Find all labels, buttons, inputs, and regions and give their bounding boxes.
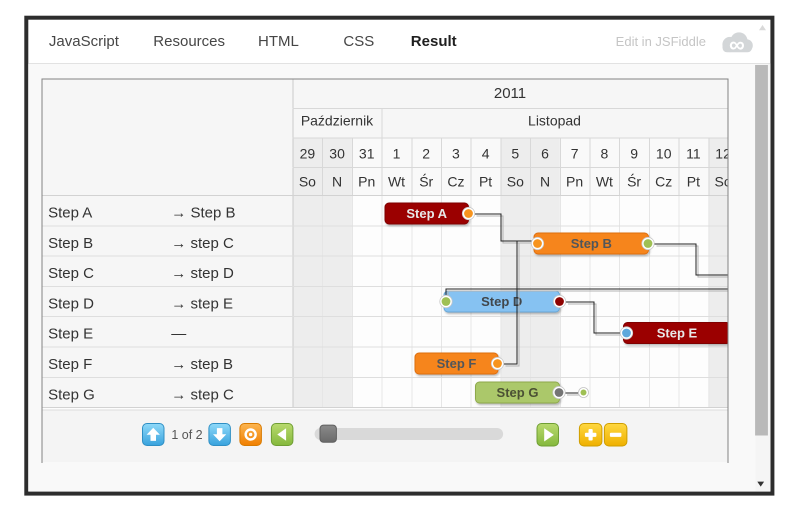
svg-text:So: So bbox=[299, 174, 316, 190]
svg-text:Step B: Step B bbox=[571, 236, 612, 251]
svg-text:11: 11 bbox=[686, 146, 701, 162]
svg-text:→ Step B: → Step B bbox=[171, 205, 235, 222]
svg-text:→ step C: → step C bbox=[171, 386, 234, 403]
svg-text:Pt: Pt bbox=[479, 174, 492, 190]
svg-text:9: 9 bbox=[630, 146, 638, 162]
svg-text:12: 12 bbox=[715, 146, 731, 162]
svg-text:Result: Result bbox=[411, 33, 457, 50]
svg-text:JavaScript: JavaScript bbox=[49, 33, 120, 50]
svg-text:1 of 2: 1 of 2 bbox=[171, 428, 202, 442]
svg-text:8: 8 bbox=[601, 146, 609, 162]
svg-text:1: 1 bbox=[393, 146, 401, 162]
svg-text:2: 2 bbox=[422, 146, 430, 162]
svg-text:Październik: Październik bbox=[301, 112, 374, 128]
svg-text:Step A: Step A bbox=[48, 205, 92, 222]
svg-text:Listopad: Listopad bbox=[528, 112, 581, 128]
svg-text:HTML: HTML bbox=[258, 33, 299, 50]
svg-text:—: — bbox=[171, 326, 186, 343]
svg-text:N: N bbox=[540, 174, 550, 190]
svg-text:Wt: Wt bbox=[388, 174, 405, 190]
svg-text:Step C: Step C bbox=[48, 265, 94, 282]
svg-text:Śr: Śr bbox=[627, 173, 641, 190]
svg-text:Step D: Step D bbox=[481, 294, 522, 309]
svg-text:7: 7 bbox=[571, 146, 579, 162]
svg-text:31: 31 bbox=[359, 146, 375, 162]
svg-text:Step F: Step F bbox=[48, 356, 92, 373]
svg-text:3: 3 bbox=[452, 146, 460, 162]
svg-text:30: 30 bbox=[329, 146, 345, 162]
svg-text:→ step E: → step E bbox=[171, 295, 233, 312]
svg-text:→ step D: → step D bbox=[171, 265, 234, 282]
svg-text:Step D: Step D bbox=[48, 295, 94, 312]
svg-text:Pt: Pt bbox=[687, 174, 700, 190]
svg-text:Step E: Step E bbox=[657, 326, 698, 341]
svg-text:2011: 2011 bbox=[494, 85, 526, 102]
svg-text:Step G: Step G bbox=[497, 385, 539, 400]
svg-text:Step E: Step E bbox=[48, 326, 93, 343]
svg-text:Step B: Step B bbox=[48, 235, 93, 252]
svg-text:Pn: Pn bbox=[358, 174, 375, 190]
svg-text:10: 10 bbox=[656, 146, 672, 162]
svg-text:29: 29 bbox=[300, 146, 316, 162]
svg-text:Step F: Step F bbox=[437, 356, 477, 371]
svg-text:5: 5 bbox=[511, 146, 519, 162]
svg-text:→ step C: → step C bbox=[171, 235, 234, 252]
svg-text:N: N bbox=[332, 174, 342, 190]
svg-text:Cz: Cz bbox=[447, 174, 464, 190]
svg-text:Pn: Pn bbox=[566, 174, 583, 190]
svg-text:Wt: Wt bbox=[596, 174, 613, 190]
svg-text:6: 6 bbox=[541, 146, 549, 162]
svg-text:4: 4 bbox=[482, 146, 490, 162]
svg-text:Resources: Resources bbox=[153, 33, 225, 50]
svg-text:Cz: Cz bbox=[655, 174, 672, 190]
svg-text:Step A: Step A bbox=[406, 206, 447, 221]
svg-text:Śr: Śr bbox=[419, 173, 433, 190]
svg-text:So: So bbox=[507, 174, 524, 190]
svg-text:→ step B: → step B bbox=[171, 356, 233, 373]
svg-text:So: So bbox=[715, 174, 732, 190]
svg-text:∞: ∞ bbox=[729, 32, 745, 57]
svg-text:Step G: Step G bbox=[48, 386, 95, 403]
svg-text:CSS: CSS bbox=[343, 33, 374, 50]
svg-text:Edit in JSFiddle: Edit in JSFiddle bbox=[616, 34, 706, 49]
